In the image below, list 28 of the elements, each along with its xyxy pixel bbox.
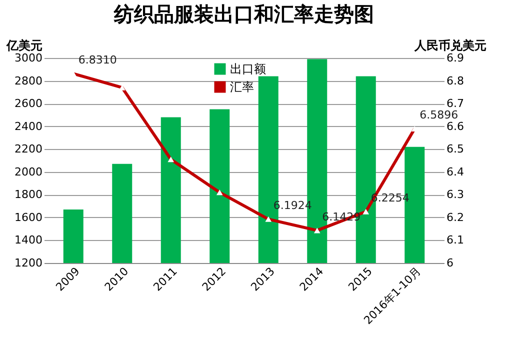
y-tick-label: 2800 bbox=[14, 74, 42, 88]
y2-tick-label: 6.7 bbox=[446, 97, 464, 110]
y-tick-label: 1600 bbox=[14, 210, 42, 224]
y-tick-label: 2000 bbox=[14, 165, 42, 178]
y-tick-label: 3000 bbox=[14, 52, 42, 64]
y2-tick-label: 6 bbox=[446, 256, 454, 270]
y-axis-title: 亿美元 bbox=[6, 38, 42, 52]
y2-tick-label: 6.9 bbox=[446, 52, 464, 64]
y2-tick-label: 6.2 bbox=[446, 210, 464, 224]
legend-label: 汇率 bbox=[230, 80, 254, 94]
data-label: 6.8310 bbox=[78, 54, 117, 67]
chart-title: 纺织品服装出口和汇率走势图 bbox=[113, 2, 374, 26]
y2-tick-label: 6.6 bbox=[446, 120, 464, 133]
y-tick-label: 2400 bbox=[14, 120, 42, 133]
data-label: 6.1429 bbox=[322, 210, 361, 224]
y-tick-label: 1400 bbox=[14, 234, 42, 247]
y-tick-label: 1800 bbox=[14, 188, 42, 202]
y-tick-label: 2200 bbox=[14, 142, 42, 156]
y2-tick-label: 6.8 bbox=[446, 74, 464, 88]
y2-tick-label: 6.5 bbox=[446, 142, 464, 156]
y-tick-label: 1200 bbox=[14, 256, 42, 270]
y2-tick-label: 6.1 bbox=[446, 234, 464, 247]
legend-label: 出口额 bbox=[230, 62, 266, 76]
y-tick-label: 2600 bbox=[14, 97, 42, 110]
y2-axis-title: 人民币兑美元 bbox=[414, 38, 486, 52]
y2-tick-label: 6.4 bbox=[446, 165, 464, 178]
y2-tick-label: 6.3 bbox=[446, 188, 464, 202]
data-label: 6.5896 bbox=[420, 108, 458, 122]
